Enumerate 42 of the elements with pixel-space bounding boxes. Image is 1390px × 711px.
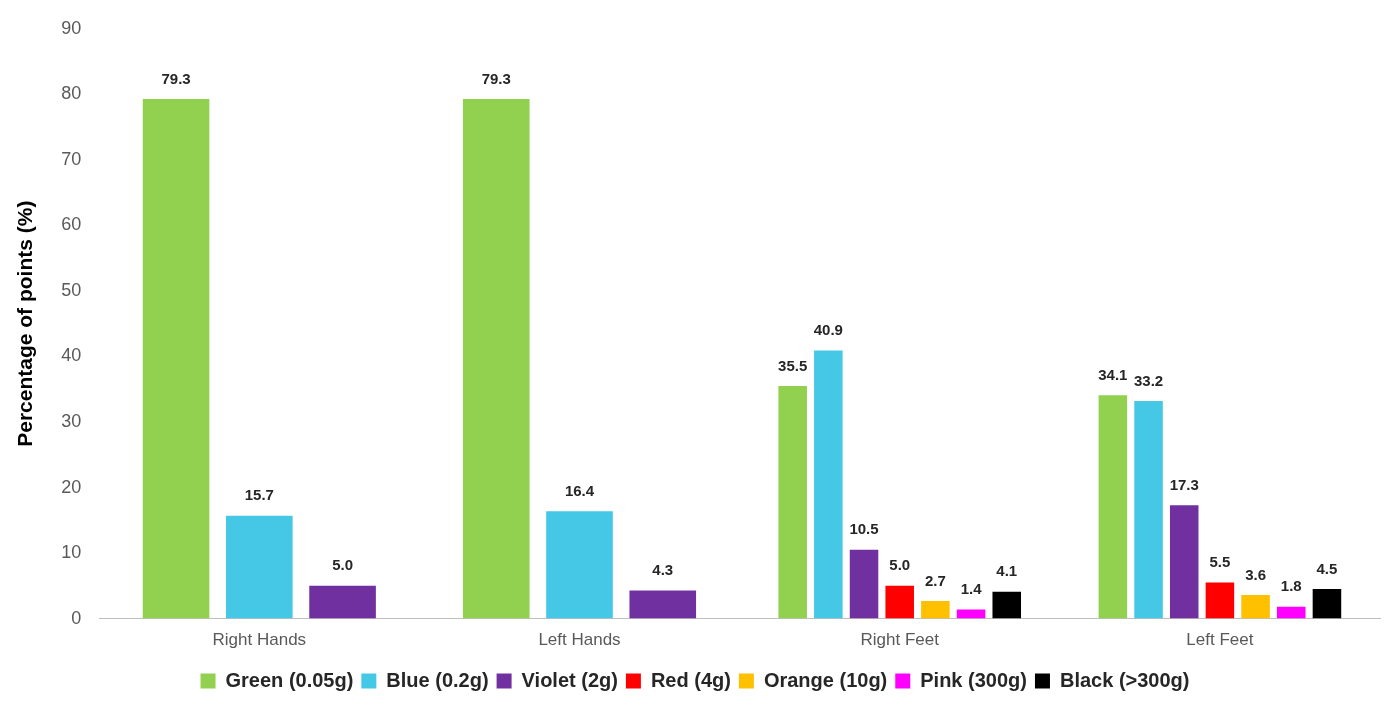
data-label: 10.5 (849, 520, 879, 538)
data-label: 33.2 (1133, 371, 1164, 389)
data-label: 1.8 (1280, 577, 1302, 595)
data-label: 5.5 (1209, 553, 1231, 571)
y-tick-label: 30 (61, 410, 82, 431)
x-tick-label: Right Hands (212, 630, 307, 650)
data-label: 15.7 (244, 486, 274, 504)
y-axis-title: Percentage of points (%) (13, 200, 37, 447)
y-tick-label: 90 (61, 17, 82, 38)
data-label: 17.3 (1169, 475, 1199, 493)
legend-label: Black (>300g) (1059, 668, 1190, 691)
data-label: 4.1 (996, 562, 1018, 580)
data-label: 5.0 (332, 556, 353, 574)
legend-label: Pink (300g) (920, 668, 1027, 691)
data-label: 1.4 (960, 580, 983, 598)
data-label: 3.6 (1245, 565, 1267, 583)
legend-label: Green (0.05g) (225, 668, 354, 691)
y-tick-label: 50 (61, 279, 82, 300)
y-tick-label: 40 (61, 345, 82, 366)
data-label: 4.5 (1316, 559, 1338, 577)
y-tick-label: 0 (71, 607, 82, 628)
data-label: 35.5 (778, 356, 808, 374)
y-tick-label: 20 (61, 476, 82, 497)
x-tick-label: Left Hands (538, 630, 621, 650)
data-label: 5.0 (889, 556, 911, 574)
x-tick-label: Right Feet (860, 630, 940, 650)
data-label: 79.3 (481, 69, 511, 87)
legend-label: Red (4g) (650, 668, 731, 691)
legend-label: Violet (2g) (521, 668, 618, 691)
data-label: 34.1 (1098, 365, 1128, 383)
legend-label: Orange (10g) (763, 668, 888, 691)
data-label: 4.3 (652, 561, 674, 579)
data-label: 16.4 (564, 481, 595, 499)
data-label: 40.9 (813, 321, 843, 339)
y-tick-label: 60 (61, 214, 82, 235)
legend-label: Blue (0.2g) (386, 668, 489, 691)
x-tick-label: Left Feet (1186, 630, 1254, 650)
y-tick-label: 70 (61, 148, 82, 169)
data-label: 2.7 (924, 571, 946, 589)
data-label: 79.3 (161, 69, 191, 87)
y-tick-label: 10 (61, 542, 82, 563)
y-tick-label: 80 (61, 83, 82, 104)
